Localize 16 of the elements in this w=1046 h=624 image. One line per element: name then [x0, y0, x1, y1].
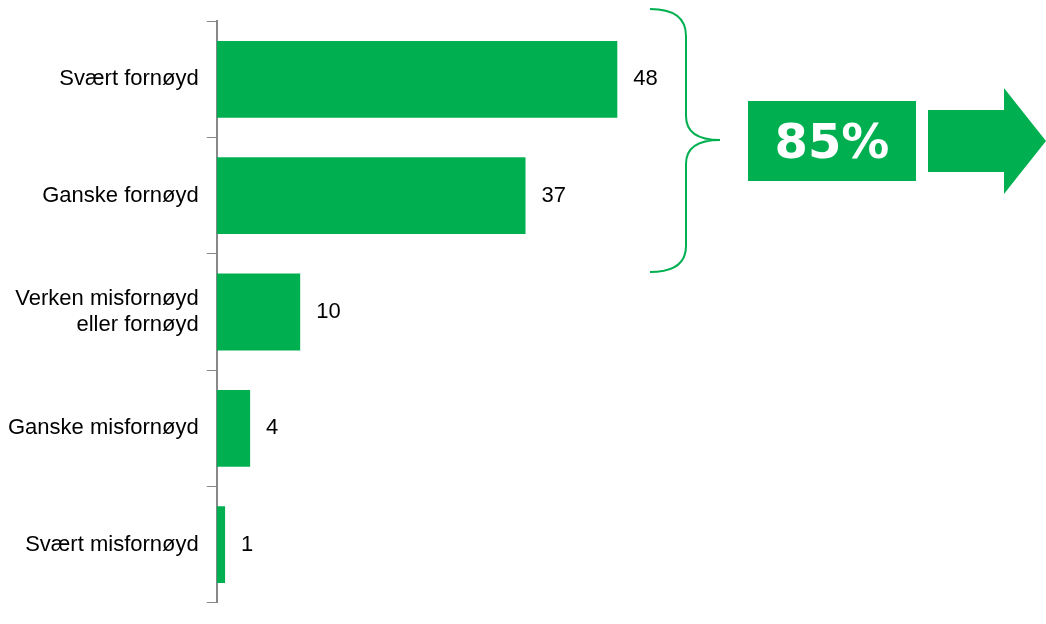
- data-label: 48: [633, 65, 658, 91]
- data-label: 1: [241, 530, 254, 556]
- bar: [216, 40, 618, 118]
- y-tick-label: Svært misfornøyd: [25, 530, 199, 556]
- y-tick-label: Svært fornøyd: [59, 65, 199, 91]
- y-tick-label: Ganske misfornøyd: [7, 414, 199, 440]
- bar: [216, 157, 526, 235]
- y-tick-label: Verken misfornøyd eller fornøyd: [15, 284, 199, 337]
- y-tick-label: Ganske fornøyd: [42, 181, 199, 207]
- bar: [216, 273, 301, 351]
- data-label: 10: [316, 298, 341, 324]
- data-label: 37: [541, 181, 566, 207]
- text: 85%: [774, 113, 890, 169]
- bar: [216, 389, 251, 467]
- bar: [216, 506, 226, 584]
- data-label: 4: [266, 414, 279, 440]
